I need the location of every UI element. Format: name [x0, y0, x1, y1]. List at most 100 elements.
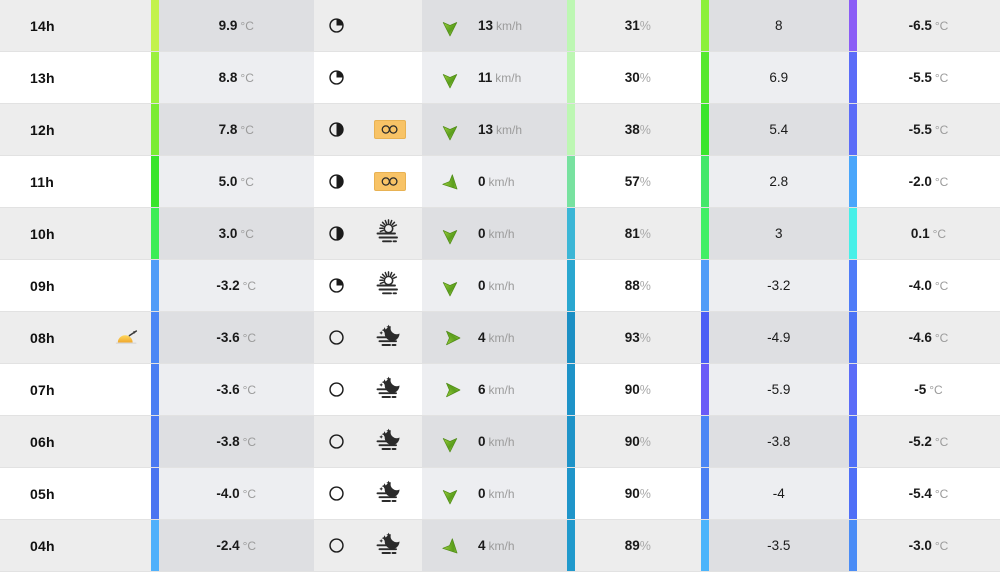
sky-condition-cell: [359, 312, 422, 363]
table-row[interactable]: 09h -3.2 °C 0 km/h 88% -3.2 -4.0 °C: [0, 260, 1000, 312]
sky-condition-cell: [359, 364, 422, 415]
table-row[interactable]: 08h -3.6 °C 4 km/h 93% -4.9 -4.6 °C: [0, 312, 1000, 364]
humidity-unit: %: [639, 175, 651, 189]
feels-like-color-bar: [848, 260, 857, 311]
humidity-unit: %: [639, 435, 651, 449]
humidity-unit: %: [639, 227, 651, 241]
humidity-cell: 90%: [575, 364, 701, 415]
temperature-cell: 5.0 °C: [158, 156, 314, 207]
feels-like-color-bar: [848, 104, 857, 155]
humidity-cell: 30%: [575, 52, 701, 103]
sky-condition-cell: [359, 156, 422, 207]
feels-like-value: -5: [914, 382, 927, 397]
feels-like-color-bar: [848, 0, 857, 51]
table-row[interactable]: 06h -3.8 °C 0 km/h 90% -3.8 -5.2 °C: [0, 416, 1000, 468]
table-row[interactable]: 05h -4.0 °C 0 km/h 90% -4 -5.4 °C: [0, 468, 1000, 520]
arrow-down-icon: [439, 274, 461, 298]
feels-like-cell: -6.5 °C: [857, 0, 1000, 51]
wind-speed-unit: km/h: [488, 539, 515, 553]
temperature-unit: °C: [240, 227, 254, 241]
feels-like-cell: 0.1 °C: [857, 208, 1000, 259]
dewpoint-color-bar: [700, 52, 709, 103]
feels-like-unit: °C: [929, 383, 943, 397]
hour-cell: 12h: [0, 104, 151, 155]
wind-speed-cell: 4 km/h: [478, 520, 567, 571]
wind-speed-cell: 0 km/h: [478, 416, 567, 467]
moon-waning-crescent-icon: [328, 277, 345, 294]
feels-like-color-bar: [848, 468, 857, 519]
humidity-color-bar: [566, 52, 575, 103]
temperature-color-bar: [150, 312, 159, 363]
hour-label: 10h: [30, 225, 55, 242]
table-row[interactable]: 10h 3.0 °C 0 km/h 81% 3 0.1 °C: [0, 208, 1000, 260]
arrow-down-icon: [439, 222, 461, 246]
dewpoint-color-bar: [700, 156, 709, 207]
table-row[interactable]: 12h 7.8 °C 13 km/h 38% 5.4 -5.5 °C: [0, 104, 1000, 156]
arrow-down-icon: [439, 118, 461, 142]
feels-like-cell: -5.2 °C: [857, 416, 1000, 467]
feels-like-unit: °C: [934, 487, 949, 501]
night-haze-icon: [375, 375, 405, 405]
dewpoint-color-bar: [700, 208, 709, 259]
wind-speed-value: 0: [478, 486, 486, 501]
temperature-color-bar: [150, 468, 159, 519]
wind-speed-unit: km/h: [488, 383, 515, 397]
temperature-cell: -3.6 °C: [158, 312, 314, 363]
hour-cell: 06h: [0, 416, 151, 467]
dewpoint-value: -4: [772, 486, 785, 501]
dewpoint-color-bar: [700, 468, 709, 519]
temperature-color-bar: [150, 104, 159, 155]
temperature-color-bar: [150, 0, 159, 51]
table-row[interactable]: 07h -3.6 °C 6 km/h 90% -5.9 -5 °C: [0, 364, 1000, 416]
dewpoint-cell: -3.5: [708, 520, 850, 571]
feels-like-color-bar: [848, 208, 857, 259]
moon-new-icon: [328, 329, 345, 346]
fog-badge: [374, 172, 407, 191]
feels-like-unit: °C: [934, 123, 949, 137]
wind-speed-unit: km/h: [488, 435, 515, 449]
feels-like-unit: °C: [934, 539, 949, 553]
temperature-color-bar: [150, 208, 159, 259]
hour-label: 11h: [30, 173, 54, 190]
humidity-color-bar: [566, 312, 575, 363]
wind-direction-cell: [421, 468, 479, 519]
feels-like-color-bar: [848, 312, 857, 363]
feels-like-cell: -5.4 °C: [857, 468, 1000, 519]
feels-like-value: -2.0: [908, 174, 932, 189]
hour-label: 04h: [30, 537, 55, 554]
humidity-value: 81: [624, 226, 640, 241]
wind-speed-cell: 6 km/h: [478, 364, 567, 415]
feels-like-cell: -4.6 °C: [857, 312, 1000, 363]
hour-cell: 10h: [0, 208, 151, 259]
humidity-cell: 31%: [575, 0, 701, 51]
temperature-value: -3.2: [216, 278, 240, 293]
wind-direction-cell: [421, 364, 479, 415]
night-haze-icon: [375, 531, 405, 561]
table-row[interactable]: 04h -2.4 °C 4 km/h 89% -3.5 -3.0 °C: [0, 520, 1000, 572]
feels-like-value: -6.5: [908, 18, 932, 33]
dewpoint-value: -3.2: [767, 278, 791, 293]
temperature-cell: 9.9 °C: [158, 0, 314, 51]
moon-half-icon: [328, 173, 345, 190]
sky-condition-cell: [359, 260, 422, 311]
moon-waning-crescent-icon: [328, 17, 345, 34]
hour-label: 06h: [30, 433, 55, 450]
arrow-left-icon: [439, 326, 461, 350]
humidity-value: 31: [624, 18, 640, 33]
night-haze-icon: [375, 323, 405, 353]
wind-direction-cell: [421, 104, 479, 155]
temperature-value: 3.0: [218, 226, 238, 241]
moon-half-icon: [328, 121, 345, 138]
humidity-color-bar: [566, 364, 575, 415]
table-row[interactable]: 14h 9.9 °C 13 km/h 31% 8 -6.5 °C: [0, 0, 1000, 52]
feels-like-value: 0.1: [910, 226, 930, 241]
temperature-value: -3.8: [216, 434, 240, 449]
sky-condition-cell: [359, 416, 422, 467]
humidity-value: 30: [624, 70, 640, 85]
table-row[interactable]: 13h 8.8 °C 11 km/h 30% 6.9 -5.5 °C: [0, 52, 1000, 104]
sky-condition-cell: [359, 0, 422, 51]
dewpoint-cell: -3.8: [708, 416, 850, 467]
table-row[interactable]: 11h 5.0 °C 0 km/h 57% 2.8 -2.0 °C: [0, 156, 1000, 208]
temperature-value: 9.9: [218, 18, 238, 33]
moon-new-icon: [328, 485, 345, 502]
